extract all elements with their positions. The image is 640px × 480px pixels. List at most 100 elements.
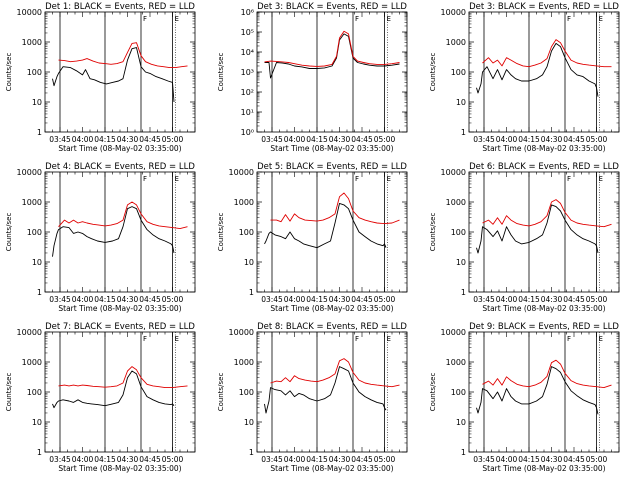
y-tick-label: 10 [456,258,466,267]
marker-label: F [355,15,359,23]
x-tick-label: 04:15 [94,455,116,464]
detector-panel-7: Det 7: BLACK = Events, RED = LLD 1 10 100 10… [5,322,196,473]
x-tick-label: 04:45 [351,455,373,464]
y-tick-label: 1000 [22,358,42,367]
y-axis-label: Counts/sec [217,213,225,252]
y-tick-label: 10 [456,418,466,427]
x-tick-label: 05:00 [162,135,184,144]
panel-title: Det 3: BLACK = Events, RED = LLD [469,2,619,12]
marker-label: E [387,335,391,343]
y-axis-label: Counts/sec [5,53,13,92]
x-tick-label: 04:00 [496,135,518,144]
series-line-lld [58,201,188,230]
series-line-events [476,366,599,415]
series-line-events [264,366,387,414]
x-tick-label: 05:00 [374,455,396,464]
series-line-lld [482,39,612,68]
detector-panel-4: Det 4: BLACK = Events, RED = LLD 1 10 100 10… [5,162,196,313]
marker-label: F [567,15,571,23]
x-tick-label: 03:45 [473,455,495,464]
series-line-lld [270,358,400,388]
y-tick-label: 10 [244,418,254,427]
x-tick-label: 04:30 [117,455,139,464]
x-tick-label: 04:00 [72,455,94,464]
marker-label: E [387,15,391,23]
detector-panel-6: Det 6: BLACK = Events, RED = LLD 1 10 100 10… [429,162,620,313]
y-tick-label: 1 [37,128,42,137]
x-tick-label: 04:30 [541,135,563,144]
x-tick-label: 04:30 [117,135,139,144]
x-tick-label: 04:00 [72,295,94,304]
x-tick-label: 03:45 [49,135,71,144]
marker-label: E [599,15,603,23]
series-line-events [264,202,387,249]
y-tick-label: 1000 [234,358,254,367]
x-tick-label: 04:30 [329,455,351,464]
y-tick-label: 100 [27,68,42,77]
detector-panel-2: Det 3: BLACK = Events, RED = LLD 10⁰ 10¹ 10… [217,2,408,153]
y-tick-label: 100 [451,68,466,77]
x-tick-label: 04:30 [117,295,139,304]
detector-panel-8: Det 8: BLACK = Events, RED = LLD 1 10 100 10… [217,322,408,473]
marker-label: F [567,335,571,343]
x-tick-label: 04:00 [496,455,518,464]
x-tick-label: 04:00 [284,295,306,304]
x-tick-label: 04:00 [284,135,306,144]
marker-label: E [175,335,179,343]
marker-label: F [143,175,147,183]
y-tick-label: 10000 [229,168,254,177]
y-tick-label: 100 [27,228,42,237]
series-line-events [52,370,175,409]
series-line-lld [482,199,612,228]
x-axis-label: Start Time (08-May-02 03:35:00) [58,464,181,473]
series-line-events [476,204,599,254]
y-axis-label: Counts/sec [429,213,437,252]
x-tick-label: 04:30 [541,295,563,304]
x-tick-label: 03:45 [261,135,283,144]
x-axis-label: Start Time (08-May-02 03:35:00) [482,304,605,313]
x-tick-label: 04:45 [563,295,585,304]
x-tick-label: 04:45 [351,135,373,144]
series-line-lld [270,192,400,225]
marker-label: E [387,175,391,183]
marker-label: E [175,15,179,23]
x-tick-label: 04:30 [329,295,351,304]
x-tick-label: 04:15 [518,295,540,304]
series-line-lld [58,366,188,389]
series-line-lld [58,42,188,69]
y-tick-label: 10 [32,258,42,267]
x-tick-label: 03:45 [49,295,71,304]
marker-label: E [599,175,603,183]
marker-label: E [599,335,603,343]
y-tick-label: 10000 [17,328,42,337]
y-tick-label: 100 [239,228,254,237]
x-tick-label: 04:00 [284,455,306,464]
x-tick-label: 04:45 [563,135,585,144]
y-tick-label: 10 [244,258,254,267]
x-tick-label: 04:15 [306,295,328,304]
x-tick-label: 04:45 [139,455,161,464]
detector-panel-9: Det 9: BLACK = Events, RED = LLD 1 10 100 10… [429,322,620,473]
x-tick-label: 05:00 [374,295,396,304]
y-tick-label: 1000 [22,38,42,47]
detector-panel-1: Det 1: BLACK = Events, RED = LLD 1 10 100 10… [5,2,196,153]
x-axis-label: Start Time (08-May-02 03:35:00) [58,304,181,313]
x-tick-label: 05:00 [586,455,608,464]
series-line-events [476,42,599,97]
x-tick-label: 04:15 [94,295,116,304]
y-tick-label: 100 [239,388,254,397]
x-tick-label: 04:15 [94,135,116,144]
x-tick-label: 04:45 [563,455,585,464]
x-tick-label: 04:15 [306,455,328,464]
y-axis-label: Counts/sec [5,373,13,412]
y-tick-label: 10¹ [241,108,254,117]
x-tick-label: 04:45 [351,295,373,304]
x-tick-label: 05:00 [162,455,184,464]
panel-title: Det 7: BLACK = Events, RED = LLD [45,322,195,332]
x-tick-label: 03:45 [261,295,283,304]
marker-label: F [143,335,147,343]
detector-panel-5: Det 5: BLACK = Events, RED = LLD 1 10 100 10… [217,162,408,313]
y-tick-label: 1 [249,448,254,457]
series-line-lld [482,359,612,389]
x-tick-label: 03:45 [473,135,495,144]
